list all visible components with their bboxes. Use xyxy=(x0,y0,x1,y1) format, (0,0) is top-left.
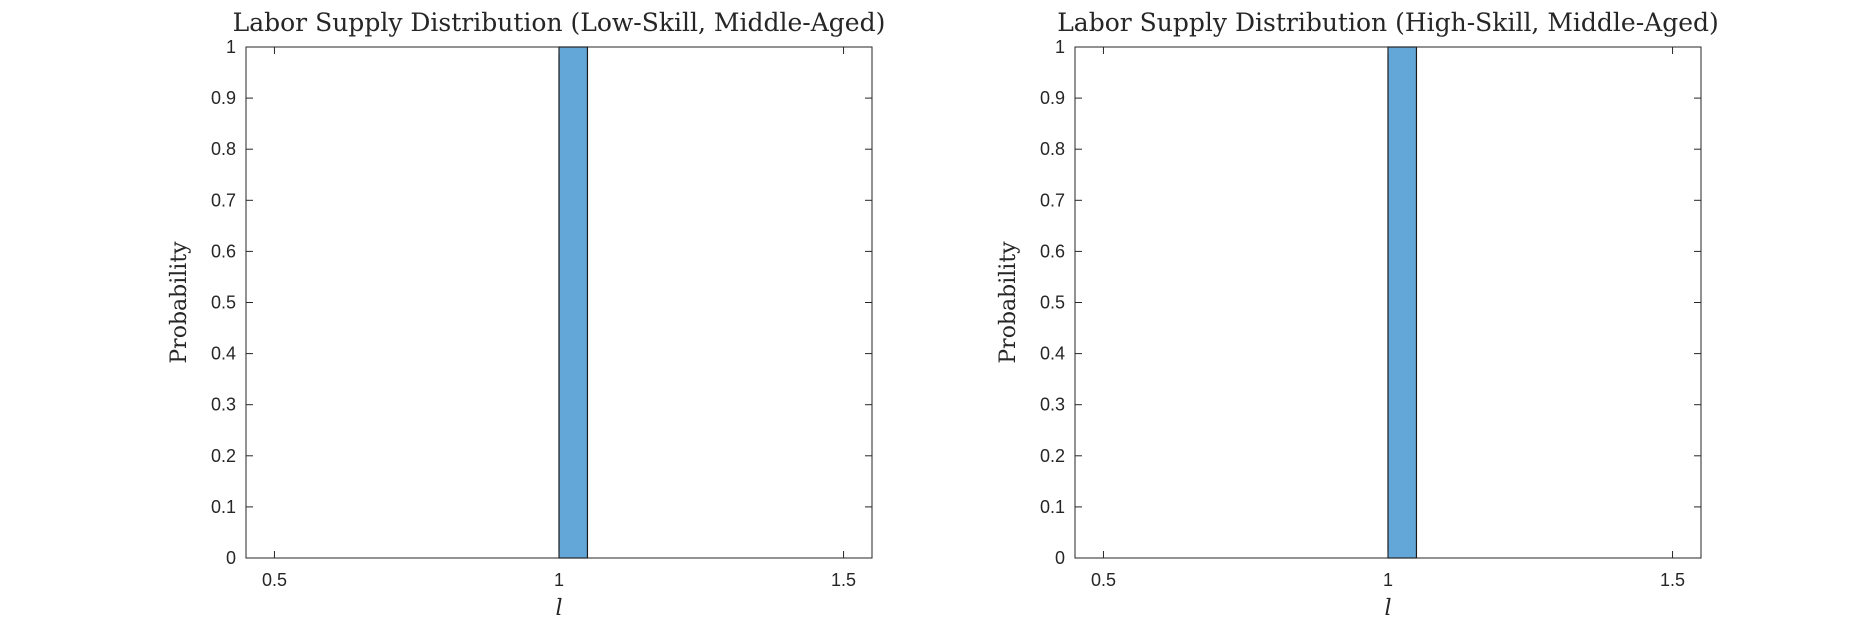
axis-ticks: 0 0.1 0.2 0.3 0.4 0.5 0.6 0.7 0.8 0.9 1 0.5 1 1.5 xyxy=(1040,37,1701,590)
y-tick-label: 0.4 xyxy=(211,344,236,364)
chart-low-skill: Labor Supply Distribution (Low-Skill, Mi… xyxy=(167,8,885,621)
y-tick-label: 0.9 xyxy=(1040,88,1065,108)
y-tick-label: 0.7 xyxy=(211,190,236,210)
y-tick-label: 0.8 xyxy=(211,139,236,159)
x-axis-label: l xyxy=(555,596,562,621)
chart-high-skill: Labor Supply Distribution (High-Skill, M… xyxy=(996,8,1719,621)
y-tick-label: 0.4 xyxy=(1040,344,1065,364)
x-axis-label: l xyxy=(1384,596,1391,621)
y-axis-label: Probability xyxy=(167,241,192,364)
bars xyxy=(1387,46,1418,559)
y-axis-label: Probability xyxy=(996,241,1021,364)
y-tick-label: 0.2 xyxy=(211,446,236,466)
y-tick-label: 0.6 xyxy=(1040,241,1065,261)
y-tick-label: 0.5 xyxy=(1040,293,1065,313)
y-tick-label: 0.2 xyxy=(1040,446,1065,466)
x-tick-label: 1.5 xyxy=(1660,570,1685,590)
y-tick-label: 0 xyxy=(1055,548,1065,568)
histogram-bar xyxy=(558,46,589,559)
y-tick-label: 0 xyxy=(226,548,236,568)
y-tick-label: 0.3 xyxy=(1040,395,1065,415)
x-tick-label: 1 xyxy=(1383,570,1393,590)
y-tick-label: 0.1 xyxy=(1040,497,1065,517)
y-tick-label: 0.5 xyxy=(211,293,236,313)
y-tick-label: 1 xyxy=(1055,37,1065,57)
y-tick-label: 1 xyxy=(226,37,236,57)
axis-ticks: 0 0.1 0.2 0.3 0.4 0.5 0.6 0.7 0.8 0.9 1 0.5 1 1.5 xyxy=(211,37,872,590)
x-tick-label: 1.5 xyxy=(831,570,856,590)
y-tick-label: 0.1 xyxy=(211,497,236,517)
y-tick-label: 0.8 xyxy=(1040,139,1065,159)
x-tick-label: 0.5 xyxy=(262,570,287,590)
y-tick-label: 0.6 xyxy=(211,241,236,261)
chart-title: Labor Supply Distribution (High-Skill, M… xyxy=(1057,8,1719,37)
y-tick-label: 0.9 xyxy=(211,88,236,108)
y-tick-label: 0.7 xyxy=(1040,190,1065,210)
histogram-bar xyxy=(1387,46,1418,559)
bars xyxy=(558,46,589,559)
x-tick-label: 0.5 xyxy=(1091,570,1116,590)
x-tick-label: 1 xyxy=(554,570,564,590)
chart-title: Labor Supply Distribution (Low-Skill, Mi… xyxy=(233,8,886,37)
y-tick-label: 0.3 xyxy=(211,395,236,415)
